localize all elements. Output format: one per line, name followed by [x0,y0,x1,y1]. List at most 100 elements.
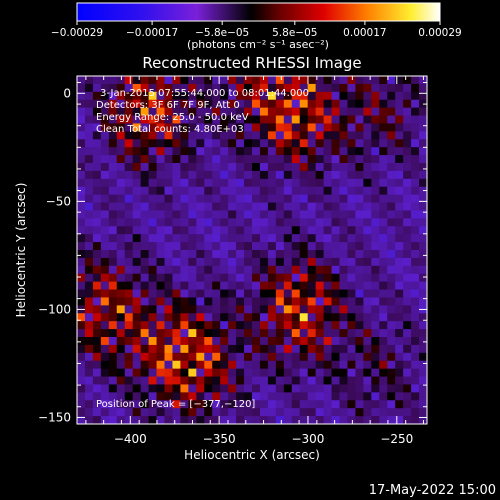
heatmap-cell [108,139,118,148]
heatmap-cell [164,289,173,298]
heatmap-cell [220,194,229,203]
heatmap-cell [180,76,189,85]
heatmap-cell [140,147,149,156]
heatmap-cell [156,313,165,322]
heatmap-cell [220,226,229,235]
heatmap-cell [291,170,301,180]
heatmap-cell [132,376,142,385]
heatmap-cell [379,139,388,148]
heatmap-cell [140,416,149,424]
heatmap-cell [283,289,293,298]
heatmap-cell [212,321,221,330]
heatmap-cell [84,107,94,116]
heatmap-cell [371,408,380,417]
heatmap-cell [124,273,134,283]
heatmap-cell [236,210,245,219]
heatmap-cell [212,170,221,180]
heatmap-cell [124,83,134,93]
heatmap-cell [188,273,197,283]
heatmap-cell [140,210,149,219]
heatmap-cell [307,368,317,377]
heatmap-cell [299,265,309,275]
heatmap-cell [204,273,213,283]
heatmap-cell [164,115,173,124]
heatmap-cell [379,352,388,362]
heatmap-cell [339,178,348,188]
heatmap-cell [267,123,277,132]
heatmap-cell [228,368,237,377]
heatmap-cell [236,107,245,116]
heatmap-cell [172,337,181,346]
heatmap-cell [132,352,142,362]
annotation-line: Clean Total counts: 4.80E+03 [96,124,244,135]
heatmap-cell [355,123,364,132]
heatmap-cell [164,76,173,85]
heatmap-cell [331,107,340,116]
heatmap-cell [299,242,309,251]
heatmap-cell [100,147,110,156]
heatmap-cell [259,368,269,377]
heatmap-cell [204,360,213,370]
heatmap-cell [411,147,420,156]
heatmap-cell [363,83,372,93]
heatmap-cell [347,99,356,109]
heatmap-cell [252,360,261,370]
heatmap-cell [419,392,427,401]
heatmap-cell [331,242,340,251]
heatmap-cell [283,99,293,109]
heatmap-cell [100,226,110,235]
heatmap-cell [77,289,86,298]
heatmap-cell [411,170,420,180]
heatmap-cell [172,313,181,322]
heatmap-cell [84,289,94,298]
heatmap-cell [156,139,165,148]
heatmap-cell [156,147,165,156]
heatmap-cell [315,178,324,188]
heatmap-cell [371,289,380,298]
heatmap-cell [363,155,372,164]
heatmap-cell [259,99,269,109]
heatmap-cell [77,170,86,180]
heatmap-cell [172,202,181,211]
heatmap-cell [275,368,285,377]
heatmap-cell [283,376,293,385]
heatmap-cell [291,368,301,377]
heatmap-cell [188,234,197,243]
heatmap-cell [403,107,412,116]
heatmap-cell [204,234,213,243]
heatmap-cell [411,289,420,298]
heatmap-cell [196,170,205,180]
heatmap-cell [220,281,229,290]
heatmap-cell [331,360,340,370]
heatmap-cell [331,384,340,393]
heatmap-cell [307,139,317,148]
plot-frame [76,75,428,425]
heatmap-cell [395,99,404,109]
heatmap-cell [387,83,396,93]
heatmap-cell [299,218,309,227]
heatmap-cell [371,329,380,338]
heatmap-cell [299,234,309,243]
heatmap-cell [307,376,317,385]
heatmap-cell [212,194,221,203]
heatmap-cell [92,91,102,101]
heatmap-cell [355,202,364,211]
heatmap-cell [283,360,293,370]
heatmap-cell [331,344,340,354]
heatmap-cell [371,99,380,109]
heatmap-cell [419,281,427,290]
heatmap-cell [291,329,301,338]
heatmap-cell [371,360,380,370]
heatmap-cell [275,321,285,330]
heatmap-cell [84,210,94,219]
heatmap-cell [395,321,404,330]
heatmap-cell [77,139,86,148]
heatmap-cell [291,250,301,259]
heatmap-cell [315,408,324,417]
heatmap-cell [403,360,412,370]
heatmap-cell [84,139,94,148]
heatmap-cell [252,281,261,290]
heatmap-cell [124,250,134,259]
heatmap-cell [387,218,396,227]
heatmap-cell [299,305,309,314]
